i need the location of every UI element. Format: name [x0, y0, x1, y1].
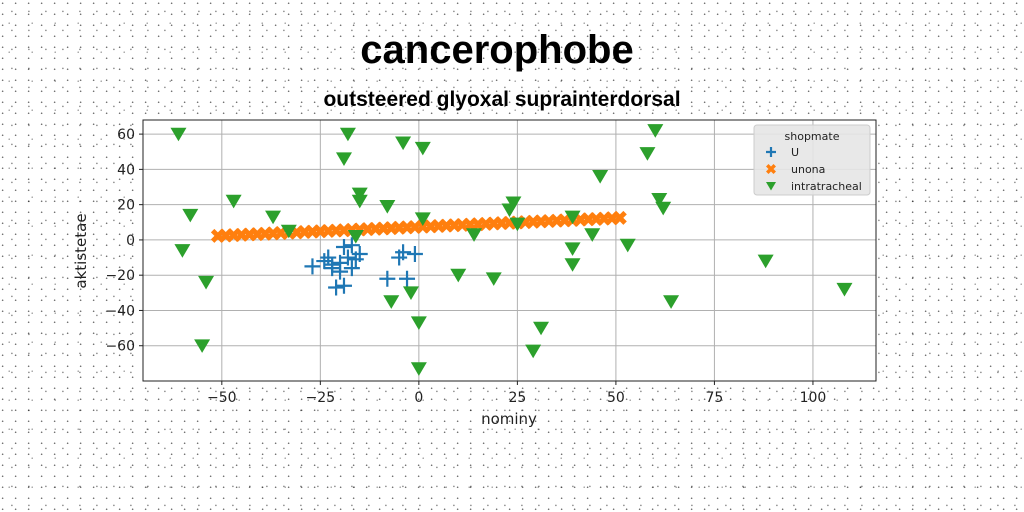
point-u — [304, 258, 321, 275]
x-tick-label: 50 — [607, 390, 625, 406]
point-intratracheal — [836, 282, 853, 297]
grid — [143, 120, 876, 381]
point-intratracheal — [525, 344, 542, 359]
point-intratracheal — [533, 321, 550, 336]
point-intratracheal — [383, 295, 400, 309]
legend-label: unona — [791, 163, 825, 176]
point-u — [335, 277, 352, 294]
x-axis-ticks: −50 −25 0 25 50 75 100 — [207, 381, 826, 406]
x-tick-label: −50 — [207, 390, 237, 406]
point-intratracheal — [351, 194, 368, 209]
point-intratracheal — [564, 258, 581, 272]
data-points — [170, 124, 853, 376]
y-tick-label: −40 — [105, 303, 135, 319]
point-intratracheal — [410, 316, 427, 331]
point-u — [343, 237, 360, 254]
point-u — [335, 238, 352, 255]
point-intratracheal — [414, 141, 431, 156]
point-intratracheal — [347, 229, 364, 244]
point-u — [320, 249, 337, 266]
y-axis-ticks: −60 −40 −20 0 20 40 60 — [105, 127, 143, 355]
legend-marker — [766, 182, 776, 191]
point-intratracheal — [379, 200, 396, 214]
y-tick-label: 40 — [117, 162, 135, 178]
y-tick-label: 60 — [117, 127, 135, 143]
x-tick-label: 25 — [508, 390, 526, 406]
point-intratracheal — [619, 238, 636, 253]
point-intratracheal — [509, 217, 526, 232]
point-intratracheal — [194, 339, 211, 353]
point-intratracheal — [351, 187, 368, 202]
chart-title: cancerophobe — [360, 28, 633, 72]
point-u — [343, 260, 360, 277]
point-u — [328, 279, 345, 296]
chart-subtitle: outsteered glyoxal suprainterdorsal — [323, 88, 680, 111]
point-u — [351, 246, 368, 263]
point-intratracheal — [485, 272, 502, 286]
legend-label: U — [791, 146, 799, 159]
point-intratracheal — [198, 275, 215, 290]
x-tick-label: −25 — [306, 390, 336, 406]
legend-marker — [766, 147, 776, 157]
point-u — [395, 244, 412, 261]
legend-marker — [766, 164, 776, 174]
legend-box — [753, 124, 871, 196]
point-intratracheal — [450, 268, 467, 283]
x-tick-label: 75 — [706, 390, 724, 406]
x-tick-label: 0 — [414, 390, 423, 406]
point-u — [316, 253, 333, 270]
point-intratracheal — [339, 127, 356, 142]
point-u — [399, 270, 416, 287]
y-tick-label: −20 — [105, 268, 135, 284]
point-u — [406, 246, 423, 263]
point-intratracheal — [170, 127, 187, 142]
point-intratracheal — [335, 152, 352, 166]
point-intratracheal — [280, 224, 297, 239]
point-u — [332, 254, 349, 271]
point-intratracheal — [182, 208, 199, 223]
point-intratracheal — [639, 147, 656, 161]
point-intratracheal — [225, 194, 242, 209]
point-intratracheal — [647, 124, 664, 138]
point-intratracheal — [265, 210, 282, 225]
point-intratracheal — [410, 362, 427, 376]
point-intratracheal — [651, 192, 668, 207]
point-intratracheal — [757, 254, 774, 269]
y-tick-label: 20 — [117, 198, 135, 214]
point-intratracheal — [584, 228, 601, 242]
point-unona — [612, 210, 627, 225]
y-tick-label: −60 — [105, 339, 135, 355]
y-axis-label: aktistetae — [72, 213, 90, 288]
point-intratracheal — [505, 196, 522, 211]
point-intratracheal — [564, 242, 581, 256]
legend-title: shopmate — [785, 130, 840, 143]
point-intratracheal — [663, 295, 680, 309]
point-intratracheal — [564, 210, 581, 225]
point-intratracheal — [395, 136, 412, 151]
point-intratracheal — [501, 203, 518, 218]
point-u — [379, 270, 396, 287]
y-tick-label: 0 — [126, 233, 135, 249]
legend-label: intratracheal — [791, 180, 862, 193]
point-intratracheal — [592, 170, 609, 184]
x-tick-label: 100 — [800, 390, 827, 406]
point-intratracheal — [414, 212, 431, 226]
point-intratracheal — [466, 228, 483, 242]
point-intratracheal — [655, 201, 672, 216]
x-axis-label: nominy — [481, 410, 537, 428]
point-intratracheal — [402, 286, 419, 301]
plot-frame — [142, 119, 877, 382]
point-intratracheal — [174, 244, 191, 258]
